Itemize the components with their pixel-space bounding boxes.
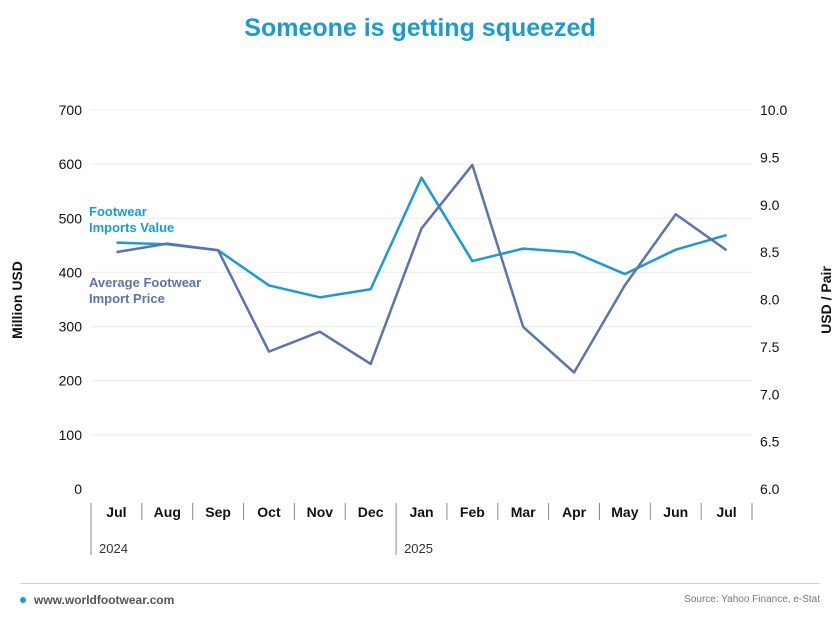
x-tick-label: Mar (511, 504, 536, 520)
source-note: Source: Yahoo Finance, e-Stat (684, 594, 820, 605)
y-tick-label-right: 9.0 (760, 197, 780, 213)
chart-title: Someone is getting squeezed (244, 14, 596, 42)
legend-label-import-price: Average Footwear Import Price (89, 275, 201, 306)
series-line-imports-value (116, 176, 727, 299)
series-line-import-price (116, 163, 728, 374)
y-tick-label-left: 500 (59, 210, 83, 226)
y-tick-label-right: 10.0 (760, 102, 787, 118)
x-tick-label: Aug (154, 504, 181, 520)
y-tick-label-right: 7.5 (760, 339, 780, 355)
line-chart: 0 100 200 300 400 500 600 700 6.0 6.5 7.0 7.5 8.0 8.5… (9, 102, 834, 556)
x-tick-label: Dec (358, 504, 384, 520)
x-tick-label: Feb (460, 504, 485, 520)
y-axis-title-right: USD / Pair (818, 266, 834, 334)
year-group-label: 2024 (99, 541, 128, 556)
y-tick-label-right: 8.0 (760, 292, 780, 308)
y-tick-label-right: 7.0 (760, 386, 780, 402)
y-tick-label-right: 9.5 (760, 149, 780, 165)
footer-website[interactable]: www.worldfootwear.com (20, 593, 174, 607)
y-tick-label-right: 6.0 (760, 481, 780, 497)
x-tick-label: Nov (307, 504, 334, 520)
x-tick-label: Jan (409, 504, 433, 520)
x-tick-label: Jul (716, 504, 736, 520)
x-tick-label: Apr (562, 504, 587, 520)
y-tick-label-left: 300 (59, 319, 83, 335)
y-tick-label-right: 8.5 (760, 244, 780, 260)
year-group-label: 2025 (404, 541, 433, 556)
footer-divider (20, 583, 820, 584)
y-tick-label-right: 6.5 (760, 434, 780, 450)
y-axis-title-left: Million USD (9, 261, 25, 339)
x-tick-label: Jul (106, 504, 126, 520)
x-tick-label: Jun (663, 504, 688, 520)
y-tick-label-left: 400 (59, 264, 83, 280)
y-tick-label-left: 200 (59, 373, 83, 389)
x-tick-label: May (611, 504, 638, 520)
y-tick-label-left: 0 (74, 481, 82, 497)
legend-label-imports-value: Footwear Imports Value (89, 204, 174, 235)
y-tick-label-left: 700 (59, 102, 83, 118)
y-tick-label-left: 100 (59, 427, 83, 443)
website-link[interactable]: www.worldfootwear.com (34, 593, 175, 607)
bullet-dot-icon (20, 597, 26, 603)
x-tick-label: Oct (257, 504, 281, 520)
y-tick-label-left: 600 (59, 156, 83, 172)
x-tick-label: Sep (205, 504, 231, 520)
